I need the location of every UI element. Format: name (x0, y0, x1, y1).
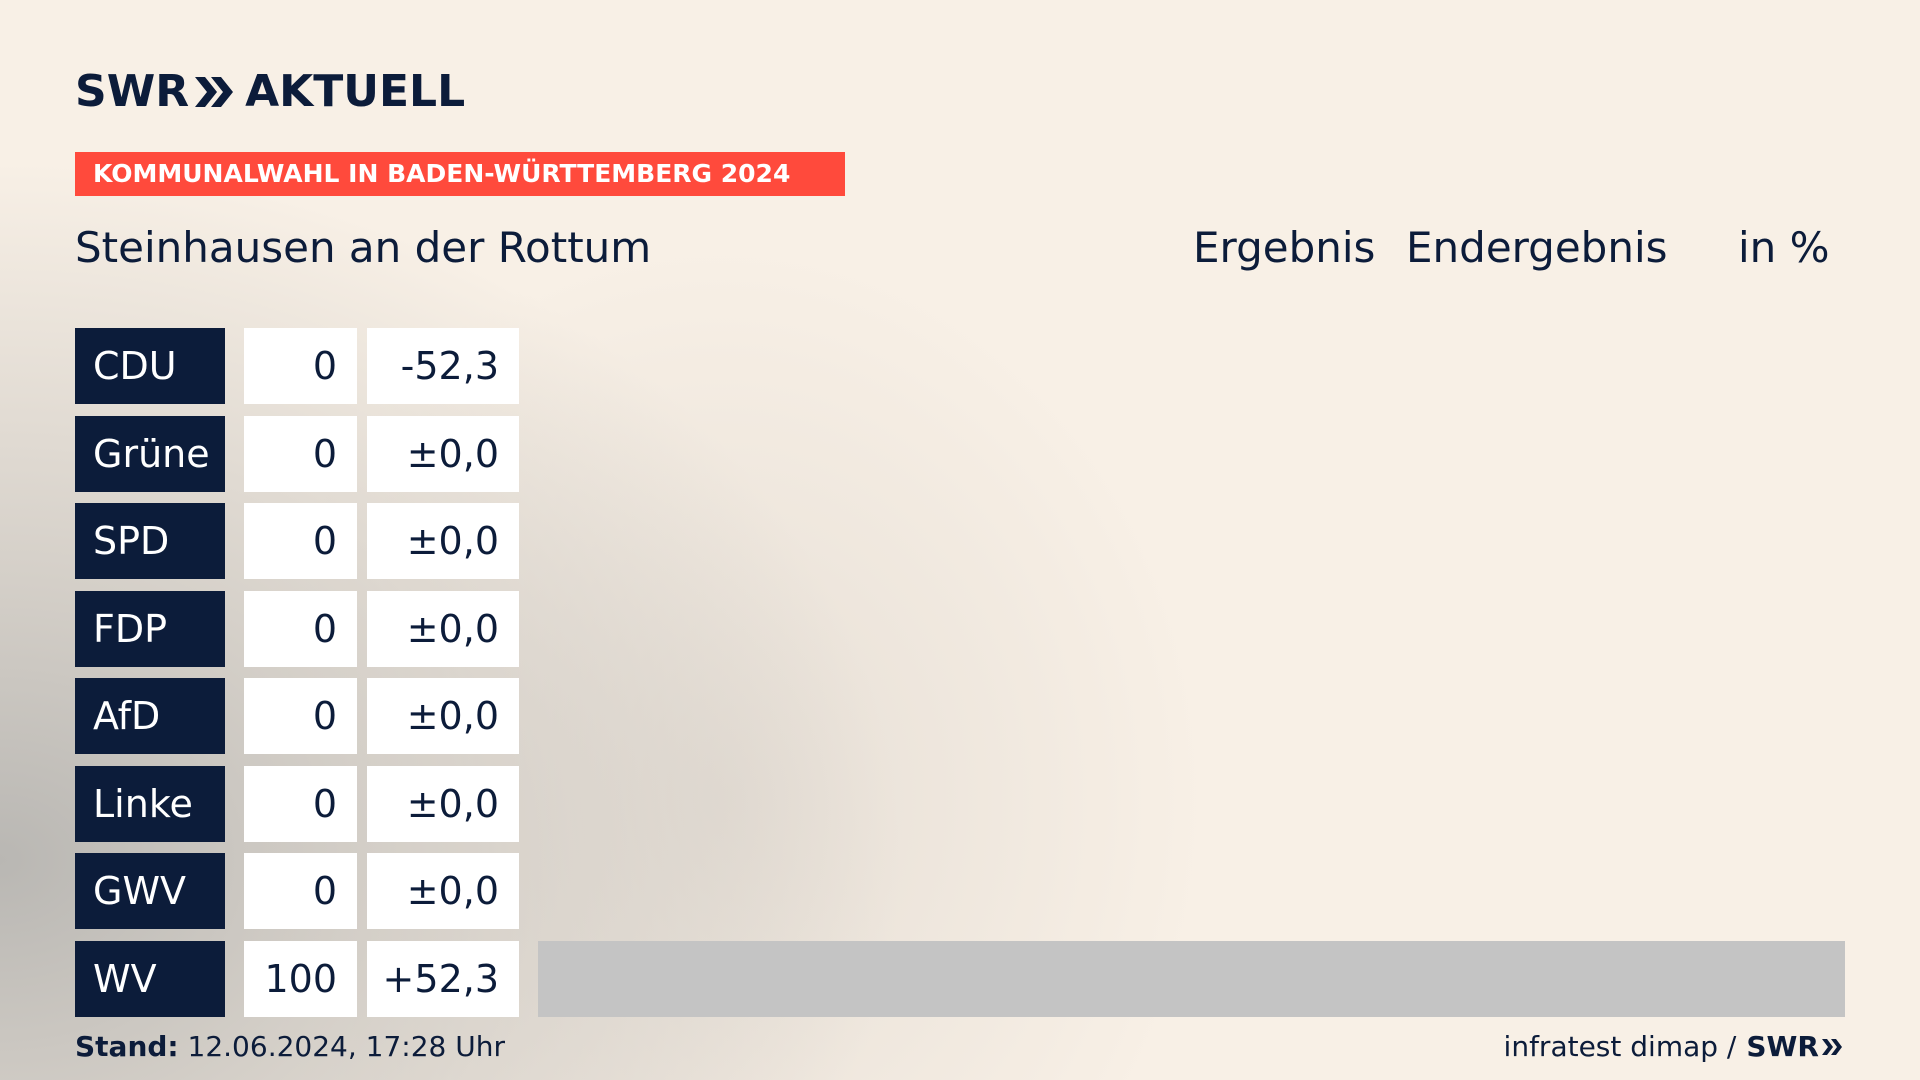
result-value: 0 (244, 328, 357, 404)
double-chevron-icon (195, 77, 234, 107)
party-label: GWV (75, 853, 225, 929)
stand-value: 12.06.2024, 17:28 Uhr (187, 1030, 505, 1063)
result-row: AfD 0 ±0,0 (75, 678, 1845, 754)
party-label: WV (75, 940, 225, 1017)
result-value: 0 (244, 590, 357, 667)
result-diff: ±0,0 (367, 590, 519, 667)
result-diff: -52,3 (367, 328, 519, 404)
result-value: 0 (244, 678, 357, 754)
result-diff: ±0,0 (367, 415, 519, 492)
result-diff: ±0,0 (367, 765, 519, 842)
result-row: Linke 0 ±0,0 (75, 765, 1845, 842)
source-brand: SWR (1746, 1030, 1819, 1063)
source-text: infratest dimap / (1503, 1030, 1737, 1063)
result-value: 0 (244, 415, 357, 492)
logo-swr-text: SWR (75, 66, 190, 117)
logo-aktuell-text: AKTUELL (245, 66, 466, 117)
result-value: 0 (244, 853, 357, 929)
party-label: AfD (75, 678, 225, 754)
result-bar (538, 940, 1845, 1017)
header-ergebnis: Ergebnis (1193, 223, 1376, 272)
result-row: FDP 0 ±0,0 (75, 590, 1845, 667)
result-row: SPD 0 ±0,0 (75, 503, 1845, 579)
swr-aktuell-logo: SWR AKTUELL (75, 66, 465, 118)
stand-label: Stand: (75, 1030, 179, 1063)
result-row: Grüne 0 ±0,0 (75, 415, 1845, 492)
result-diff: ±0,0 (367, 503, 519, 579)
header-unit: in % (1738, 223, 1830, 272)
result-diff: ±0,0 (367, 853, 519, 929)
party-label: FDP (75, 590, 225, 667)
result-row: CDU 0 -52,3 (75, 328, 1845, 404)
party-label: SPD (75, 503, 225, 579)
source-credit: infratest dimap / SWR (1504, 1030, 1845, 1064)
party-label: CDU (75, 328, 225, 404)
result-row: WV 100 +52,3 (75, 940, 1845, 1017)
result-diff: +52,3 (367, 940, 519, 1017)
election-banner: KOMMUNALWAHL IN BADEN-WÜRTTEMBERG 2024 (75, 152, 845, 196)
result-value: 100 (244, 940, 357, 1017)
double-chevron-icon (1822, 1039, 1842, 1055)
timestamp: Stand: 12.06.2024, 17:28 Uhr (75, 1030, 505, 1064)
party-label: Grüne (75, 415, 225, 492)
result-value: 0 (244, 765, 357, 842)
result-value: 0 (244, 503, 357, 579)
header-endergebnis: Endergebnis (1406, 223, 1668, 272)
result-row: GWV 0 ±0,0 (75, 853, 1845, 929)
result-diff: ±0,0 (367, 678, 519, 754)
municipality-title: Steinhausen an der Rottum (75, 223, 652, 272)
party-label: Linke (75, 765, 225, 842)
